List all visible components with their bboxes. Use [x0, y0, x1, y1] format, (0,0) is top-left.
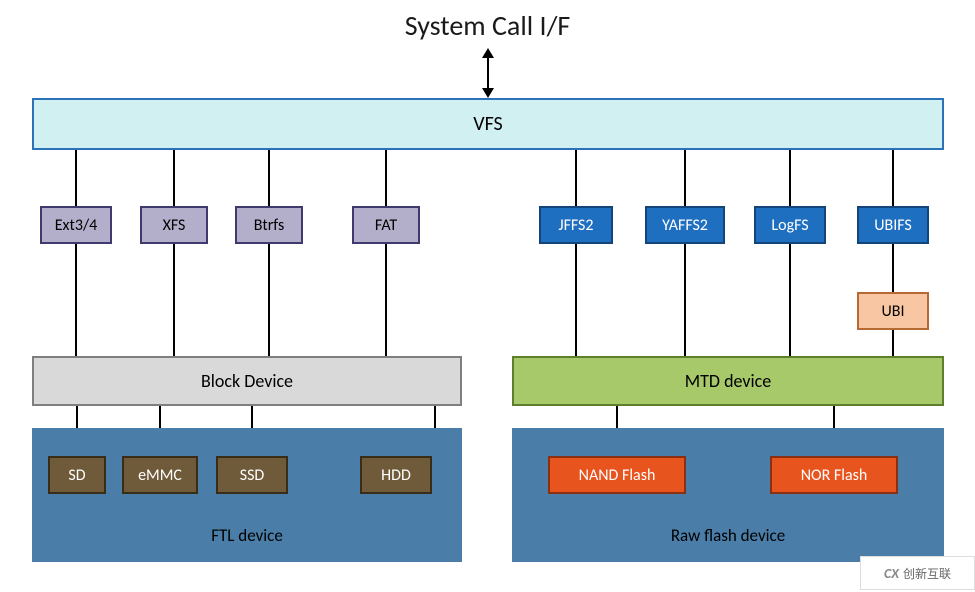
- mtd-device-label: MTD device: [685, 370, 771, 392]
- block-device-label: Block Device: [201, 370, 293, 392]
- storage-hdd-label: HDD: [381, 466, 411, 485]
- vfs-label: VFS: [473, 112, 502, 136]
- storage-emmc: eMMC: [122, 456, 198, 494]
- storage-hdd: HDD: [360, 456, 432, 494]
- storage-ssd-label: SSD: [240, 466, 265, 485]
- fs-fat: FAT: [352, 206, 420, 244]
- watermark: CX 创新互联: [860, 556, 975, 590]
- arrow-syscall-vfs: [480, 48, 496, 98]
- mtd-device-layer: MTD device: [512, 356, 944, 406]
- raw-flash-zone-label: Raw flash device: [512, 525, 944, 546]
- fs-xfs-label: XFS: [163, 216, 186, 235]
- ftl-zone-label: FTL device: [32, 525, 462, 546]
- storage-nor-label: NOR Flash: [801, 466, 868, 485]
- ubi-layer: UBI: [857, 292, 929, 330]
- fs-btrfs-label: Btrfs: [254, 216, 284, 235]
- storage-nor: NOR Flash: [770, 456, 898, 494]
- watermark-icon: CX: [884, 565, 899, 582]
- storage-emmc-label: eMMC: [138, 466, 182, 485]
- fs-ubifs-label: UBIFS: [874, 216, 911, 235]
- fs-jffs2: JFFS2: [539, 206, 613, 244]
- fs-logfs: LogFS: [754, 206, 826, 244]
- storage-sd-label: SD: [68, 466, 85, 485]
- fs-ext34: Ext3/4: [40, 206, 112, 244]
- fs-yaffs2: YAFFS2: [645, 206, 725, 244]
- ubi-label: UBI: [882, 302, 905, 321]
- storage-sd: SD: [48, 456, 106, 494]
- storage-nand-label: NAND Flash: [579, 466, 656, 485]
- fs-ext34-label: Ext3/4: [55, 216, 98, 235]
- fs-logfs-label: LogFS: [771, 216, 808, 235]
- storage-nand: NAND Flash: [548, 456, 686, 494]
- fs-xfs: XFS: [140, 206, 208, 244]
- block-device-layer: Block Device: [32, 356, 462, 406]
- fs-ubifs: UBIFS: [857, 206, 929, 244]
- vfs-layer: VFS: [32, 98, 944, 150]
- storage-ssd: SSD: [216, 456, 288, 494]
- fs-yaffs2-label: YAFFS2: [662, 216, 708, 235]
- watermark-text: 创新互联: [903, 565, 951, 582]
- diagram-title: System Call I/F: [0, 8, 975, 43]
- fs-btrfs: Btrfs: [235, 206, 303, 244]
- fs-fat-label: FAT: [375, 216, 397, 235]
- fs-jffs2-label: JFFS2: [558, 216, 593, 235]
- storage-stack-diagram: System Call I/F VFS: [0, 0, 975, 592]
